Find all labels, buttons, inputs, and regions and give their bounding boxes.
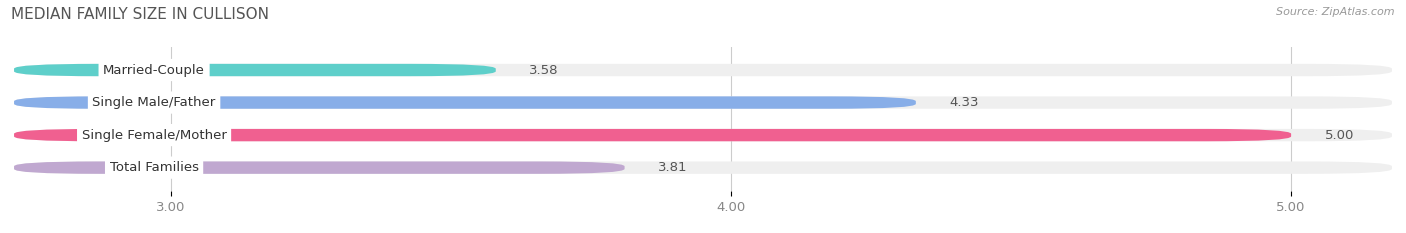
Text: 3.81: 3.81 [658,161,688,174]
Text: Total Families: Total Families [110,161,198,174]
Text: MEDIAN FAMILY SIZE IN CULLISON: MEDIAN FAMILY SIZE IN CULLISON [11,7,269,22]
FancyBboxPatch shape [14,129,1291,141]
FancyBboxPatch shape [14,161,1392,174]
Text: Source: ZipAtlas.com: Source: ZipAtlas.com [1277,7,1395,17]
Text: 3.58: 3.58 [530,64,558,76]
FancyBboxPatch shape [14,129,1392,141]
Text: 4.33: 4.33 [949,96,979,109]
FancyBboxPatch shape [14,64,496,76]
Text: Single Male/Father: Single Male/Father [93,96,215,109]
Text: 5.00: 5.00 [1324,129,1354,142]
FancyBboxPatch shape [14,64,1392,76]
Text: Single Female/Mother: Single Female/Mother [82,129,226,142]
FancyBboxPatch shape [14,96,1392,109]
FancyBboxPatch shape [14,96,915,109]
FancyBboxPatch shape [14,161,624,174]
Text: Married-Couple: Married-Couple [103,64,205,76]
